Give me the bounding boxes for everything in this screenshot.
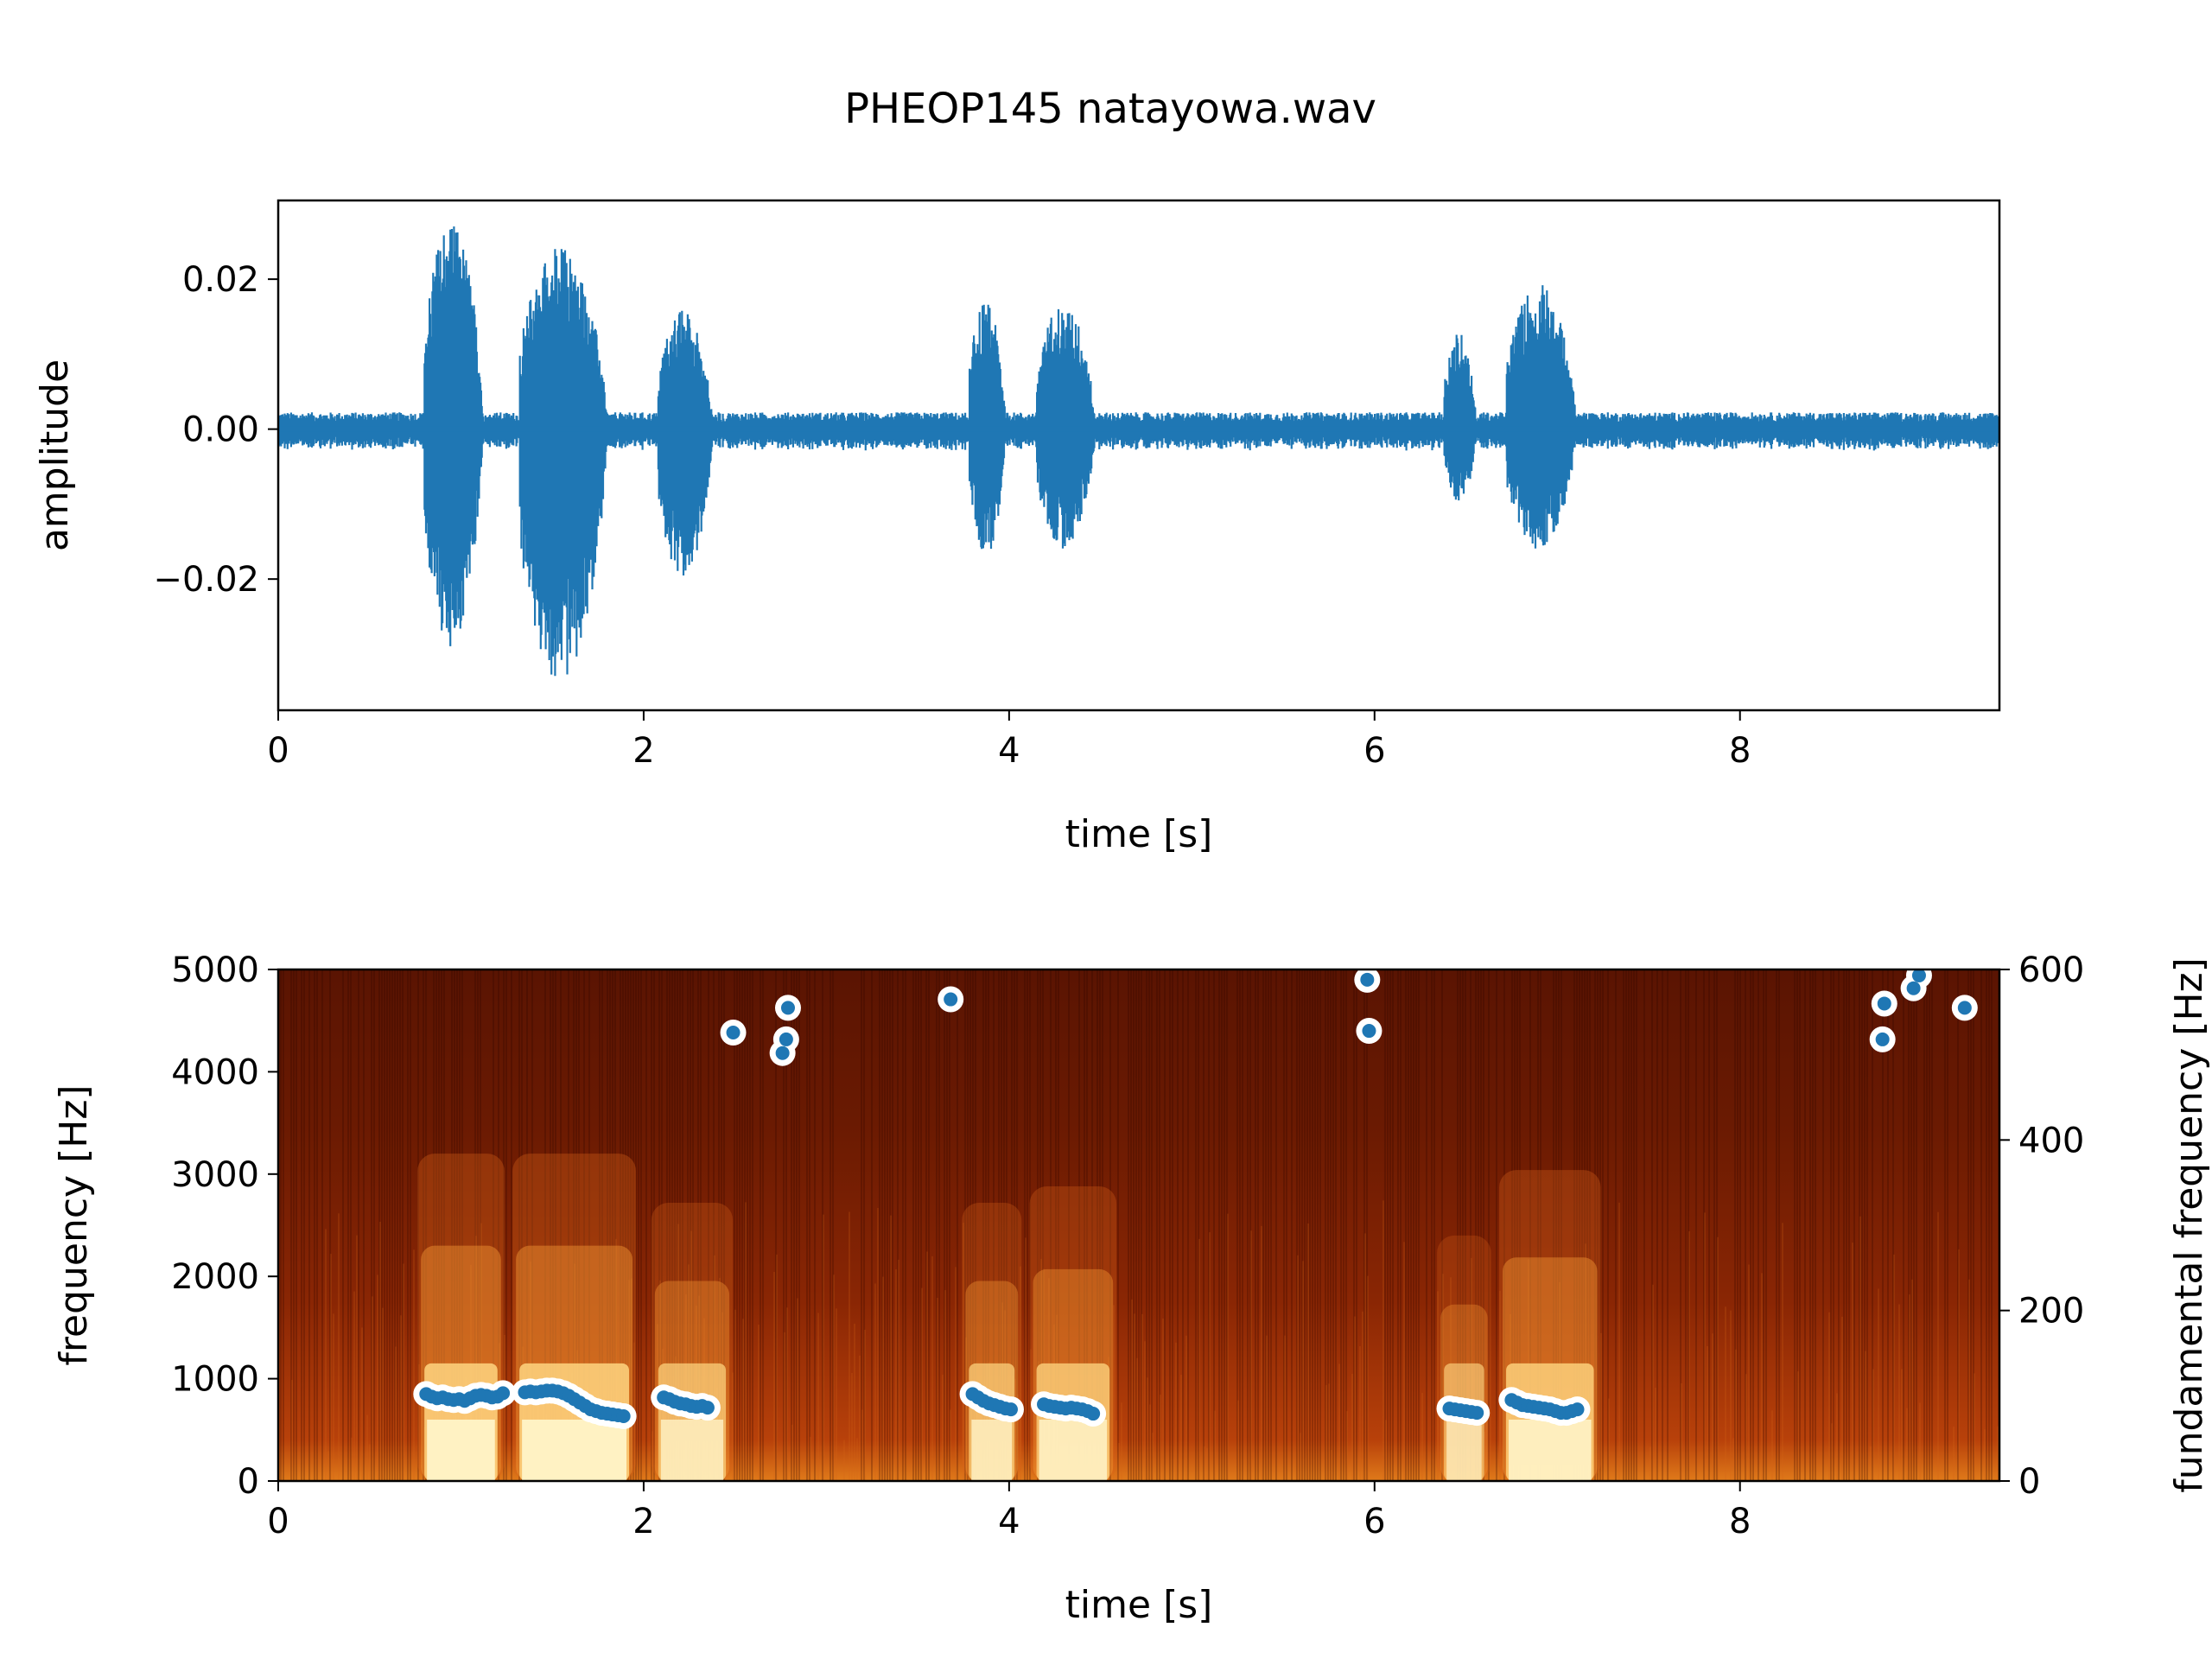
f0-point [1875, 1032, 1890, 1046]
f0-y-tick-label: 200 [2018, 1292, 2084, 1332]
spectrogram-x-label: time [s] [1065, 1583, 1213, 1627]
waveform-signal [278, 226, 1999, 677]
spectrogram-x-tick-label: 2 [632, 1502, 654, 1541]
voiced-peak-band [971, 1419, 1013, 1481]
f0-point [726, 1026, 741, 1040]
spectrogram-y-tick-label: 5000 [171, 950, 259, 990]
spectrogram-plot-area [278, 969, 1999, 1481]
voiced-peak-band [427, 1419, 495, 1481]
waveform-y-tick-label: 0.02 [182, 260, 259, 300]
spectrogram-x-tick-label: 4 [998, 1502, 1020, 1541]
f0-point [1086, 1407, 1101, 1421]
f0-y-tick-label: 600 [2018, 950, 2084, 990]
f0-point [775, 1046, 790, 1060]
f0-y-tick-label: 0 [2018, 1462, 2040, 1502]
f0-point [1877, 996, 1891, 1011]
spectrogram-y-tick-label: 0 [238, 1462, 259, 1502]
waveform-x-axis: 0 2 4 6 8 [267, 710, 1751, 771]
f0-y-tick-label: 400 [2018, 1121, 2084, 1160]
waveform-x-tick-label: 0 [267, 731, 289, 771]
f0-point [1003, 1402, 1018, 1417]
spectrogram-x-tick-label: 0 [267, 1502, 289, 1541]
figure-title: PHEOP145 natayowa.wav [844, 85, 1376, 133]
f0-point [1362, 1024, 1376, 1039]
waveform-x-tick-label: 6 [1363, 731, 1385, 771]
spectrogram-y-tick-label: 2000 [171, 1257, 259, 1297]
waveform-y-axis: −0.02 0.00 0.02 [153, 260, 278, 600]
spectrogram-axes-frame [276, 968, 2001, 1483]
f0-point [944, 992, 958, 1007]
waveform-axes-frame [276, 199, 2001, 712]
f0-point [1911, 969, 1926, 982]
spectrogram-dark-streaks [280, 969, 1993, 1481]
waveform-plot-area [278, 226, 1999, 677]
f0-point [1360, 972, 1375, 987]
spectrogram-chart: 0 2 4 6 8 0 1000 2000 3000 4000 5000 0 200 400 600 t… [52, 950, 2211, 1627]
voiced-peak-band [1509, 1419, 1592, 1481]
f0-y-label: fundamental frequency [Hz] [2167, 957, 2211, 1493]
spectrogram-x-axis: 0 2 4 6 8 [267, 1481, 1751, 1541]
voiced-peak-band [1039, 1419, 1108, 1481]
voiced-peak-band [660, 1419, 724, 1481]
voiced-peak-band [522, 1419, 627, 1481]
voiced-peak-band [1446, 1419, 1482, 1481]
waveform-y-label: amplitude [33, 359, 77, 551]
f0-point [1957, 1001, 1972, 1015]
waveform-x-tick-label: 2 [632, 731, 654, 771]
spectrogram-y-axis: 0 1000 2000 3000 4000 5000 [171, 950, 278, 1502]
waveform-y-tick-label: 0.00 [182, 410, 259, 450]
f0-point [779, 1032, 793, 1046]
f0-point [780, 1001, 795, 1015]
spectrogram-y-tick-label: 4000 [171, 1052, 259, 1092]
waveform-x-tick-label: 4 [998, 731, 1020, 771]
f0-point [1570, 1402, 1585, 1417]
f0-right-axis: 0 200 400 600 [1999, 950, 2084, 1502]
spectrogram-y-tick-label: 1000 [171, 1360, 259, 1400]
f0-point [1470, 1406, 1484, 1421]
waveform-x-tick-label: 8 [1729, 731, 1751, 771]
waveform-y-tick-label: −0.02 [153, 560, 259, 600]
f0-point [616, 1409, 631, 1424]
spectrogram-x-tick-label: 8 [1729, 1502, 1751, 1541]
f0-point [496, 1386, 511, 1401]
spectrogram-x-tick-label: 6 [1363, 1502, 1385, 1541]
waveform-x-label: time [s] [1065, 812, 1213, 856]
spectrogram-y-tick-label: 3000 [171, 1155, 259, 1195]
f0-point [1906, 981, 1921, 995]
f0-series [413, 969, 1978, 1430]
f0-point [700, 1401, 715, 1415]
waveform-chart: 0 2 4 6 8 −0.02 0.00 0.02 time [s] amplitude [33, 199, 2001, 856]
spectrogram-y-label: frequency [Hz] [52, 1084, 96, 1365]
